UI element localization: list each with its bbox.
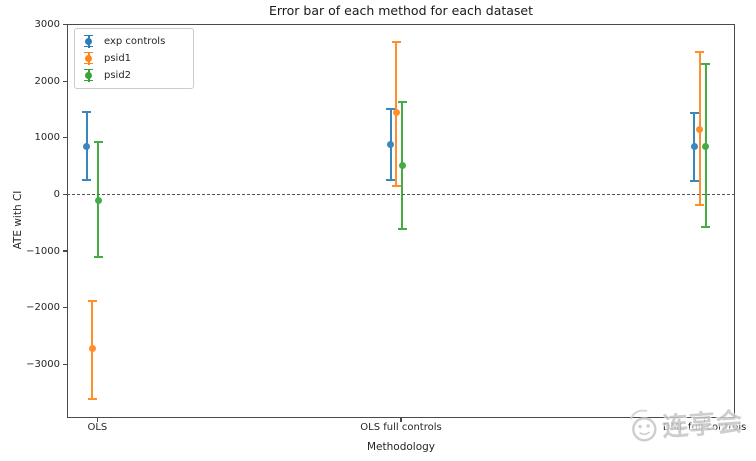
x-tick-mark — [400, 418, 402, 422]
y-tick-label: −3000 — [26, 358, 60, 370]
y-tick-mark — [63, 137, 67, 139]
x-tick-label: DML full controls — [662, 422, 747, 433]
errorbar-mean-dot — [387, 140, 394, 148]
legend-item-psid2: psid2 — [81, 67, 185, 84]
errorbar-cap-top — [93, 141, 103, 144]
errorbar-marker-icon — [81, 51, 96, 67]
errorbar-marker-icon — [81, 68, 96, 84]
errorbar-mean-dot — [398, 162, 406, 170]
errorbar-cap-top — [397, 101, 407, 104]
errorbar-cap-top — [82, 110, 92, 113]
errorbar-mean-dot — [690, 143, 698, 151]
legend: exp controls psid1 psid2 — [74, 28, 194, 89]
errorbar-marker-icon — [81, 34, 96, 50]
y-tick-label: −2000 — [26, 302, 60, 314]
y-tick-mark — [63, 250, 67, 252]
errorbar-cap-top — [87, 299, 97, 302]
errorbar-cap-bottom — [82, 178, 92, 181]
errorbar-mean-dot — [88, 345, 96, 353]
y-tick-label: 1000 — [34, 132, 60, 144]
errorbar-cap-bottom — [695, 204, 705, 207]
x-tick-mark — [703, 418, 706, 422]
errorbar-mean-dot — [392, 108, 400, 116]
x-tick-label: OLS full controls — [360, 422, 442, 433]
errorbar-cap-top — [391, 40, 401, 43]
x-tick-mark — [96, 418, 98, 422]
y-tick-mark — [63, 363, 67, 365]
errorbar-cap-top — [701, 63, 711, 66]
y-tick-label: −1000 — [26, 245, 60, 257]
errorbar-mean-dot — [696, 125, 704, 133]
y-tick-mark — [63, 306, 67, 309]
legend-label: exp controls — [104, 36, 166, 47]
errorbar-cap-bottom — [701, 226, 711, 229]
errorbar-mean-dot — [702, 143, 710, 151]
errorbar-cap-top — [386, 108, 395, 111]
y-tick-label: 2000 — [34, 75, 60, 87]
y-axis-label: ATE with CI — [12, 190, 24, 250]
legend-label: psid1 — [104, 53, 132, 64]
errorbar-mean-dot — [94, 196, 102, 204]
errorbar-cap-bottom — [397, 228, 407, 231]
chart-title: Error bar of each method for each datase… — [268, 3, 534, 18]
y-tick-mark — [63, 193, 67, 196]
errorbar-cap-bottom — [386, 178, 395, 181]
y-tick-mark — [63, 23, 67, 26]
x-tick-label: OLS — [87, 422, 108, 433]
y-tick-mark — [63, 80, 67, 82]
y-tick-label: 0 — [53, 188, 60, 200]
errorbar-cap-bottom — [689, 180, 699, 183]
errorbar-cap-bottom — [87, 398, 97, 401]
y-tick-label: 3000 — [34, 19, 60, 31]
legend-item-exp-controls: exp controls — [81, 33, 185, 50]
x-axis-label: Methodology — [366, 441, 436, 453]
errorbar-cap-top — [689, 112, 699, 115]
legend-label: psid2 — [104, 70, 132, 81]
legend-item-psid1: psid1 — [81, 50, 185, 67]
errorbar-cap-bottom — [391, 185, 401, 188]
errorbar-mean-dot — [83, 142, 91, 150]
errorbar-cap-bottom — [93, 256, 103, 259]
errorbar-cap-top — [695, 51, 705, 54]
